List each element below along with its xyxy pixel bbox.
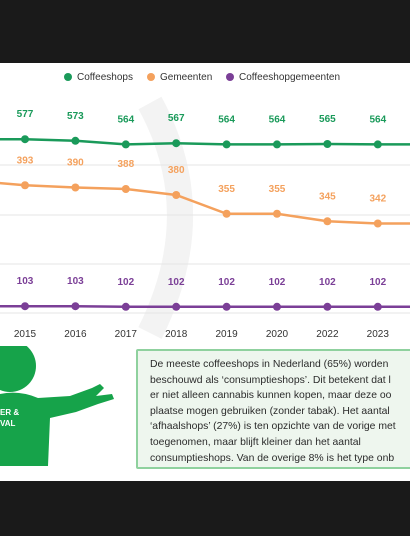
data-label: 380	[168, 165, 185, 176]
mascot-figure	[0, 346, 114, 466]
data-point	[21, 302, 29, 311]
legend-item-gemeenten: Gemeenten	[147, 71, 212, 85]
data-label: 577	[17, 109, 34, 120]
data-label: 564	[117, 114, 134, 125]
data-label: 102	[168, 277, 185, 288]
data-point	[71, 136, 80, 145]
data-point	[273, 140, 281, 149]
data-label: 102	[319, 277, 336, 288]
data-point	[172, 302, 181, 311]
x-tick-label: 2022	[316, 329, 339, 340]
data-label: 564	[369, 114, 386, 125]
mascot-head	[0, 346, 36, 392]
chart-legend: Coffeeshops Gemeenten Coffeeshopgemeente…	[0, 71, 410, 87]
legend-item-coffeeshopgemeenten: Coffeeshopgemeenten	[226, 71, 340, 85]
x-tick-label: 2017	[115, 329, 138, 340]
data-label: 355	[218, 184, 235, 195]
watermark-shape	[138, 96, 193, 339]
data-point	[373, 219, 382, 228]
data-point	[172, 191, 181, 199]
data-point	[121, 140, 130, 149]
x-tick-label: 2023	[367, 329, 390, 340]
data-point	[222, 302, 231, 311]
data-label: 393	[17, 155, 34, 166]
legend-marker-coffeeshops	[64, 73, 72, 81]
data-point	[323, 140, 332, 148]
mascot-label: ER & VAL	[0, 407, 38, 429]
x-tick-label: 2020	[266, 329, 289, 340]
data-point	[121, 185, 130, 193]
data-label: 102	[269, 277, 286, 288]
data-label: 573	[67, 111, 84, 122]
mascot-label-line2: VAL	[0, 419, 16, 428]
legend-item-coffeeshops: Coffeeshops	[64, 71, 133, 85]
data-label: 102	[218, 277, 235, 288]
series-line-coffeeshops	[0, 137, 410, 146]
data-point	[21, 135, 29, 144]
data-point	[222, 209, 231, 218]
x-tick-label: 2016	[64, 329, 87, 340]
data-point	[373, 302, 382, 311]
legend-marker-coffeeshopgemeenten	[226, 73, 234, 81]
series-line-coffeeshopgemeenten	[0, 304, 410, 309]
data-label: 567	[168, 113, 185, 124]
data-point	[273, 302, 281, 311]
data-label: 390	[67, 158, 84, 169]
line-chart: 577 573 564 567 564 564 565 564 393 390 388 380 355 3…	[0, 96, 410, 340]
x-tick-label: 2015	[14, 329, 37, 340]
data-label: 345	[319, 191, 336, 202]
data-point	[172, 139, 181, 148]
info-callout: De meeste coffeeshops in Nederland (65%)…	[136, 349, 410, 469]
data-point	[71, 302, 80, 311]
data-point	[71, 183, 80, 192]
data-point	[121, 302, 130, 311]
data-label: 102	[117, 277, 134, 288]
data-label: 564	[218, 114, 235, 125]
legend-label-gemeenten: Gemeenten	[160, 72, 213, 83]
x-tick-label: 2019	[215, 329, 238, 340]
data-point	[222, 140, 231, 149]
data-label: 388	[117, 159, 134, 170]
data-label: 103	[67, 276, 84, 287]
infographic-panel: Coffeeshops Gemeenten Coffeeshopgemeente…	[0, 63, 410, 481]
data-label: 564	[269, 114, 286, 125]
data-label: 102	[369, 277, 386, 288]
data-point	[21, 181, 29, 190]
legend-label-coffeeshopgemeenten: Coffeeshopgemeenten	[239, 72, 341, 83]
mascot-body-pointing	[0, 384, 114, 466]
legend-label-coffeeshops: Coffeeshops	[77, 72, 133, 83]
x-tick-label: 2018	[165, 329, 188, 340]
data-point	[273, 209, 281, 218]
data-point	[323, 302, 332, 311]
data-label: 355	[269, 184, 286, 195]
data-label: 103	[17, 276, 34, 287]
legend-marker-gemeenten	[147, 73, 155, 81]
data-label: 565	[319, 114, 336, 125]
data-label: 342	[369, 194, 386, 205]
data-point	[373, 140, 382, 149]
mascot-label-line1: ER &	[0, 408, 20, 417]
callout-text: De meeste coffeeshops in Nederland (65%)…	[150, 359, 396, 464]
series-line-gemeenten	[0, 181, 410, 225]
data-point	[323, 217, 332, 226]
